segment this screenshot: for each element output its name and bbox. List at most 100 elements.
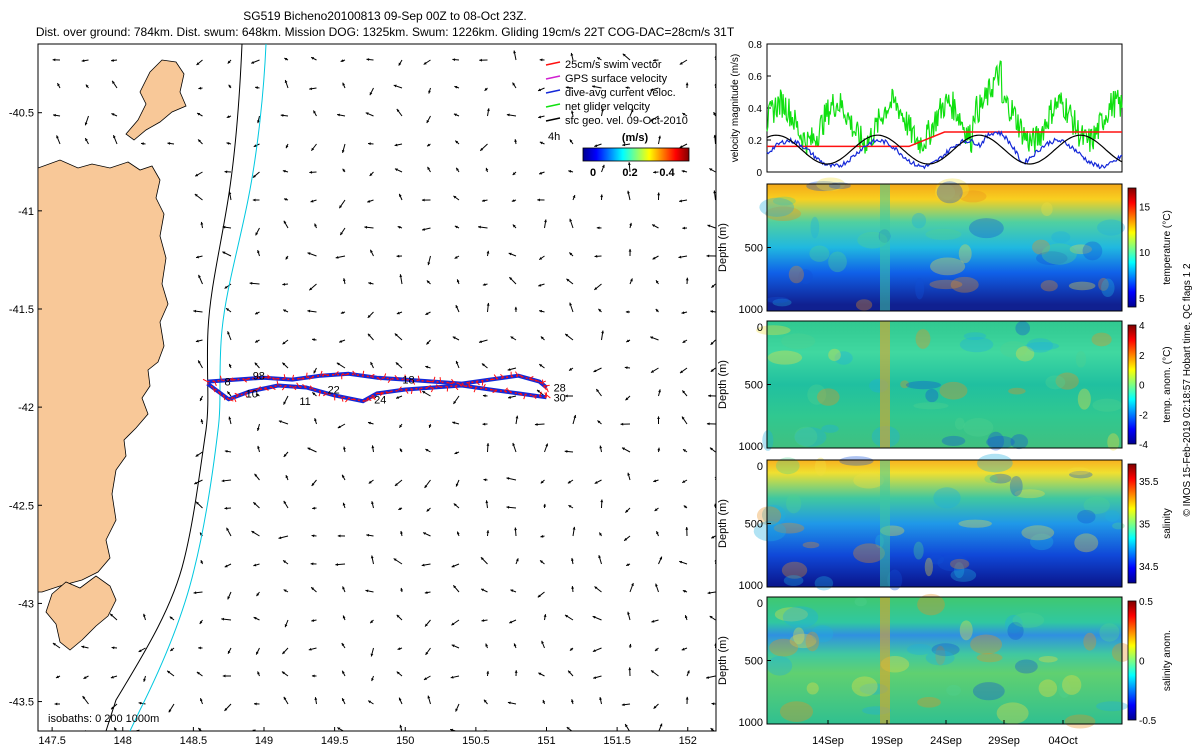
geo-arrow-head: [307, 447, 311, 451]
geo-arrow-head: [427, 262, 431, 266]
section-texture: [1068, 281, 1096, 291]
geo-arrow-head: [455, 360, 459, 364]
legend-swatch-net: [545, 103, 561, 108]
section-texture: [753, 521, 787, 542]
geo-arrow-head: [544, 219, 547, 223]
section-texture: [900, 380, 910, 389]
geo-arrow-head: [538, 731, 541, 734]
section-texture: [781, 561, 808, 579]
geo-arrow-head: [483, 699, 487, 703]
geo-arrow-head: [713, 112, 716, 116]
geo-arrow-head: [342, 615, 346, 619]
geo-arrow-head: [625, 86, 629, 90]
geo-arrow-head: [514, 527, 517, 531]
geo-arrow-head: [83, 676, 87, 679]
isobath-200m: [105, 44, 243, 731]
section-texture: [1069, 470, 1093, 479]
geo-arrow-head: [481, 619, 485, 622]
geo-arrow-head: [143, 678, 146, 682]
swim-vector: [233, 397, 237, 403]
section-texture: [1077, 388, 1091, 410]
geo-arrow-head: [568, 170, 572, 173]
swim-vector: [532, 394, 537, 399]
section-panel-temperature: Depth (m) 500 1000 15 10 5 temperature (°C): [717, 177, 1173, 316]
geo-arrow-head: [200, 560, 204, 564]
geo-arrow-head: [199, 621, 203, 625]
geo-arrow-head: [515, 558, 519, 562]
geo-arrow-head: [342, 670, 345, 674]
map-xtick-label: 151: [537, 735, 555, 747]
geo-arrow-head: [714, 642, 716, 646]
geo-arrow-head: [683, 505, 687, 509]
section-texture: [946, 684, 962, 696]
geo-arrow-head: [681, 169, 685, 173]
geo-arrow-head: [314, 697, 318, 700]
geo-arrow-head: [194, 194, 198, 197]
swim-vector: [362, 370, 365, 376]
geo-arrow-head: [423, 532, 427, 535]
swim-vector: [369, 396, 375, 399]
geo-arrow-head: [450, 675, 454, 679]
swim-vector: [457, 382, 463, 386]
geo-arrow-head: [85, 138, 88, 142]
geo-arrow-head: [57, 83, 60, 87]
geo-arrow-head: [454, 255, 458, 259]
geo-arrow-head: [456, 279, 460, 283]
geo-arrow-head: [341, 149, 345, 153]
section-texture: [958, 519, 992, 528]
geo-arrow-head: [196, 255, 199, 259]
isobath-1000m: [129, 44, 267, 731]
geo-arrow-head: [512, 442, 516, 446]
geo-arrow-head: [252, 198, 256, 202]
swim-vector: [468, 381, 470, 387]
swim-vector: [222, 395, 226, 401]
geo-arrow-head: [335, 563, 339, 566]
geo-arrow-head: [510, 336, 514, 340]
geo-arrow-head: [654, 648, 658, 652]
geo-arrow-head: [427, 166, 431, 170]
geo-arrow-head: [572, 195, 576, 199]
geo-arrow-head: [538, 672, 542, 676]
section-texture: [1107, 433, 1120, 451]
swim-vector: [234, 392, 240, 396]
geo-arrow-head: [508, 395, 511, 399]
section-texture: [950, 568, 977, 582]
swim-vector: [397, 386, 402, 391]
series-swim-vector: [767, 131, 1122, 148]
section-texture: [1083, 496, 1110, 514]
geo-arrow-head: [627, 162, 631, 166]
section-texture: [986, 435, 1015, 449]
geo-arrow-head: [253, 144, 257, 147]
section-ytick-label: 500: [745, 656, 763, 668]
geo-arrow-head: [367, 333, 371, 337]
geo-arrow-head: [257, 250, 260, 254]
geo-arrow-head: [571, 586, 575, 589]
geo-arrow-head: [398, 697, 402, 701]
geo-arrow-head: [283, 696, 287, 700]
geo-arrow-head: [307, 252, 311, 256]
geo-arrow-head: [311, 57, 315, 60]
time-tick-label: 04Oct: [1048, 735, 1077, 747]
map-xtick-label: 148: [114, 735, 132, 747]
colorbar-label: (m/s): [622, 132, 649, 144]
section-texture: [1025, 342, 1060, 351]
geo-arrow-head: [540, 560, 543, 564]
swim-vector: [217, 391, 222, 396]
section-colorbar-label: salinity: [1162, 508, 1173, 539]
legend-label-swim: 25cm/s swim vector: [565, 59, 662, 71]
geo-arrow-head: [511, 199, 515, 202]
geo-arrow-head: [509, 277, 513, 281]
swim-vector: [418, 388, 422, 394]
section-texture: [1097, 219, 1126, 236]
section-texture: [963, 418, 994, 437]
section-texture: [1082, 241, 1103, 261]
geo-arrow-head: [569, 139, 573, 143]
geo-arrow-head: [570, 110, 574, 114]
geo-arrow-head: [485, 500, 489, 504]
geo-arrow-head: [630, 278, 633, 282]
geo-arrow-head: [679, 145, 683, 148]
geo-arrow-head: [624, 537, 628, 541]
section-ytick-label: 1000: [739, 304, 763, 316]
geo-arrow-head: [342, 278, 346, 282]
swim-vector: [435, 384, 441, 388]
